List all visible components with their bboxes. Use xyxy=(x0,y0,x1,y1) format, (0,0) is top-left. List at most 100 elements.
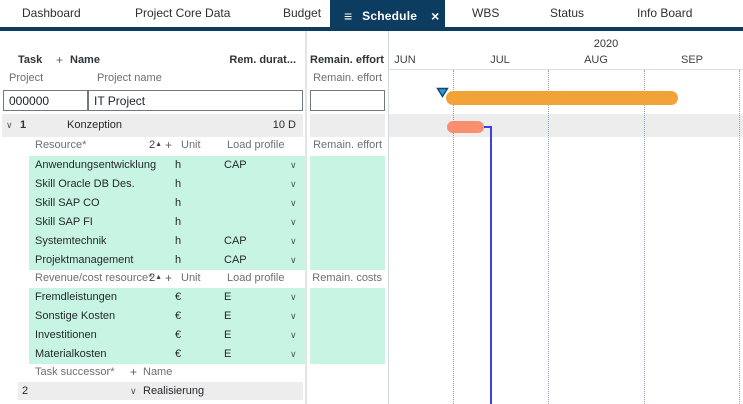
add-task-icon[interactable]: + xyxy=(56,53,64,67)
gantt-selected-row-band xyxy=(389,114,743,137)
cost-section-title: Revenue/cost resource* xyxy=(35,272,153,284)
cost-resource-name: Fremdleistungen xyxy=(35,291,117,303)
gantt-month-jun: JUN xyxy=(394,54,416,66)
task-expand-icon[interactable]: ∨ xyxy=(6,120,13,130)
resource-unit: h xyxy=(175,235,182,247)
col-header-name: Name xyxy=(70,54,100,66)
cost-resource-unit: € xyxy=(175,310,182,322)
col-header-remain-effort: Remain. effort xyxy=(310,54,384,66)
cost-resource-row[interactable]: Sonstige Kosten € E ∨ xyxy=(29,307,305,326)
project-name-input[interactable] xyxy=(88,90,303,111)
resource-unit: h xyxy=(175,216,182,228)
chevron-down-icon[interactable]: ∨ xyxy=(290,179,297,189)
project-remain-effort-label: Remain. effort xyxy=(313,72,382,84)
task-name: Konzeption xyxy=(67,119,123,131)
tab-budget[interactable]: Budget xyxy=(283,6,322,20)
resource-section-title: Resource* xyxy=(35,139,87,151)
cost-resource-row[interactable]: Investitionen € E ∨ xyxy=(29,326,305,345)
resource-row[interactable]: Systemtechnik h CAP ∨ xyxy=(29,232,305,251)
successor-section-title: Task successor* xyxy=(35,366,115,378)
gantt-bar-it-project[interactable] xyxy=(446,91,678,105)
tab-schedule-label: Schedule xyxy=(362,8,418,23)
tab-info-board[interactable]: Info Board xyxy=(637,6,693,20)
resource-sort-order: 2 xyxy=(149,139,156,151)
add-cost-resource-icon[interactable]: + xyxy=(165,271,173,285)
cost-sort-indicator[interactable]: 2▲ xyxy=(149,272,162,284)
cost-remain-costs-header: Remain. costs xyxy=(312,272,382,284)
gantt-month-aug: AUG xyxy=(584,54,608,66)
chevron-down-icon[interactable]: ∨ xyxy=(130,386,137,396)
task-rem-duration: 10 D xyxy=(272,119,296,131)
task-row[interactable] xyxy=(2,114,303,137)
cost-resource-unit: € xyxy=(175,329,182,341)
resource-unit: h xyxy=(175,178,182,190)
successor-row[interactable]: 2 ∨ Realisierung xyxy=(18,382,303,400)
tab-bar: Dashboard Project Core Data Budget ≡ Sch… xyxy=(0,0,743,31)
hamburger-icon[interactable]: ≡ xyxy=(344,7,353,24)
resource-row[interactable]: Skill SAP FI h ∨ xyxy=(29,213,305,232)
cost-resource-unit: € xyxy=(175,348,182,360)
gridline-oct xyxy=(739,70,740,404)
tab-status[interactable]: Status xyxy=(550,6,585,20)
sort-asc-icon: ▲ xyxy=(155,141,163,148)
chevron-down-icon[interactable]: ∨ xyxy=(290,311,297,321)
tab-wbs[interactable]: WBS xyxy=(472,6,500,20)
dependency-link-horizontal xyxy=(484,126,492,128)
resource-name: Anwendungsentwicklung xyxy=(35,159,157,171)
cost-unit-header: Unit xyxy=(181,272,201,284)
successor-id: 2 xyxy=(22,385,29,397)
add-successor-icon[interactable]: + xyxy=(130,365,138,379)
cost-sort-order: 2 xyxy=(149,272,156,284)
resource-remain-effort-cells xyxy=(310,156,385,270)
dependency-link-vertical xyxy=(490,126,492,404)
resource-name: Systemtechnik xyxy=(35,235,107,247)
chevron-down-icon[interactable]: ∨ xyxy=(290,217,297,227)
cost-resource-load-profile: E xyxy=(224,310,232,322)
resource-unit: h xyxy=(175,254,182,266)
chevron-down-icon[interactable]: ∨ xyxy=(290,160,297,170)
chevron-down-icon[interactable]: ∨ xyxy=(290,198,297,208)
sort-asc-icon: ▲ xyxy=(155,274,163,281)
col-header-rem-duration: Rem. durat... xyxy=(229,54,296,66)
resource-row[interactable]: Anwendungsentwicklung h CAP ∨ xyxy=(29,156,305,175)
chevron-down-icon[interactable]: ∨ xyxy=(290,236,297,246)
gantt-bar-konzeption[interactable] xyxy=(447,121,484,133)
project-start-marker-icon[interactable] xyxy=(436,87,449,98)
chevron-down-icon[interactable]: ∨ xyxy=(290,349,297,359)
resource-row[interactable]: Skill SAP CO h ∨ xyxy=(29,194,305,213)
chevron-down-icon[interactable]: ∨ xyxy=(290,255,297,265)
cost-resource-name: Investitionen xyxy=(35,329,97,341)
table-remain-separator xyxy=(305,31,307,404)
gantt-left-border xyxy=(388,31,389,404)
tab-schedule[interactable]: ≡ Schedule × xyxy=(330,0,445,31)
gridline-aug xyxy=(548,70,549,404)
chevron-down-icon[interactable]: ∨ xyxy=(290,292,297,302)
tab-dashboard[interactable]: Dashboard xyxy=(22,6,81,20)
gantt-header-underline xyxy=(389,69,743,70)
close-tab-icon[interactable]: × xyxy=(431,7,440,24)
resource-remain-effort-header: Remain. effort xyxy=(313,139,382,151)
cost-resource-unit: € xyxy=(175,291,182,303)
chevron-down-icon[interactable]: ∨ xyxy=(290,330,297,340)
resource-load-profile: CAP xyxy=(224,235,247,247)
project-id-input[interactable] xyxy=(3,90,88,111)
gantt-month-jul: JUL xyxy=(490,54,510,66)
resource-name: Projektmanagement xyxy=(35,254,134,266)
cost-resource-row[interactable]: Materialkosten € E ∨ xyxy=(29,345,305,364)
cost-resource-row[interactable]: Fremdleistungen € E ∨ xyxy=(29,288,305,307)
resource-row[interactable]: Skill Oracle DB Des. h ∨ xyxy=(29,175,305,194)
resource-name: Skill SAP FI xyxy=(35,216,93,228)
successor-name: Realisierung xyxy=(143,385,205,397)
resource-unit: h xyxy=(175,159,182,171)
cost-resource-load-profile: E xyxy=(224,348,232,360)
project-remain-effort-input[interactable] xyxy=(310,90,385,111)
gantt-year-label: 2020 xyxy=(593,38,619,50)
tab-project-core-data[interactable]: Project Core Data xyxy=(135,6,231,20)
resource-sort-indicator[interactable]: 2▲ xyxy=(149,139,162,151)
add-resource-icon[interactable]: + xyxy=(165,138,173,152)
cost-remain-costs-cells xyxy=(310,288,385,364)
resource-load-profile: CAP xyxy=(224,159,247,171)
resource-row[interactable]: Projektmanagement h CAP ∨ xyxy=(29,251,305,270)
project-name-label: Project name xyxy=(97,72,162,84)
resource-name: Skill SAP CO xyxy=(35,197,100,209)
